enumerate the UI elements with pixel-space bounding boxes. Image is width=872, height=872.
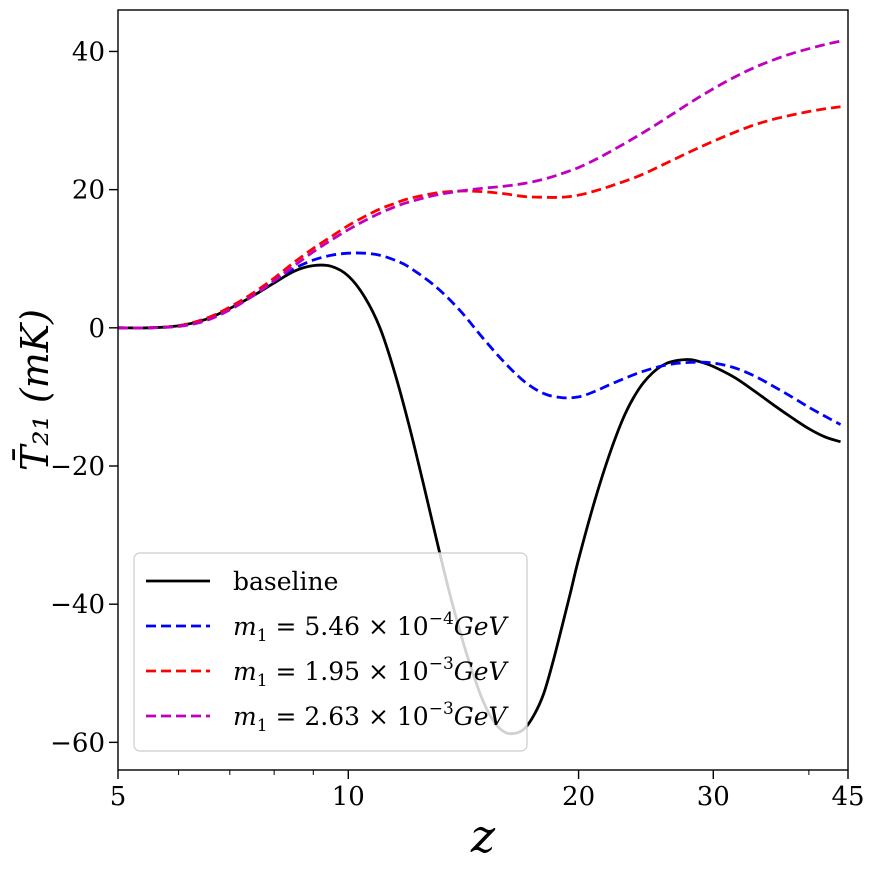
series-line-3 (117, 105, 841, 330)
y-tick-label: −40 (50, 590, 105, 620)
legend-label: baseline (233, 567, 338, 596)
y-tick-label: 20 (72, 176, 105, 206)
plot-frame (117, 9, 849, 771)
legend-box (133, 552, 528, 752)
legend-label: m1 = 2.63 × 10−3GeV (233, 699, 510, 736)
series-line-2 (117, 251, 842, 426)
y-tick-label: 0 (88, 314, 105, 344)
x-tick-label: 30 (697, 782, 730, 812)
x-tick-label: 45 (831, 782, 864, 812)
x-tick-label: 20 (562, 782, 595, 812)
y-axis-label: T̄₂₁ (mK) (13, 309, 57, 471)
legend-label: m1 = 5.46 × 10−4GeV (233, 609, 510, 646)
series-line-4 (117, 39, 841, 330)
x-tick-label: 5 (110, 782, 127, 812)
y-tick-label: −60 (50, 728, 105, 758)
y-tick-label: −20 (50, 452, 105, 482)
x-axis-label: z (470, 809, 496, 863)
legend-label: m1 = 1.95 × 10−3GeV (233, 654, 510, 691)
y-tick-label: 40 (72, 37, 105, 67)
x-tick-label: 10 (332, 782, 365, 812)
y-axis-label-text: T̄₂₁ (mK) (13, 309, 57, 471)
tick-layer: 5 10 20 30 45 −60 −40 −20 0 20 40 (50, 37, 864, 812)
legend: baseline m1 = 5.46 × 10−4GeV m1 = 1.95 × 1… (133, 552, 528, 752)
